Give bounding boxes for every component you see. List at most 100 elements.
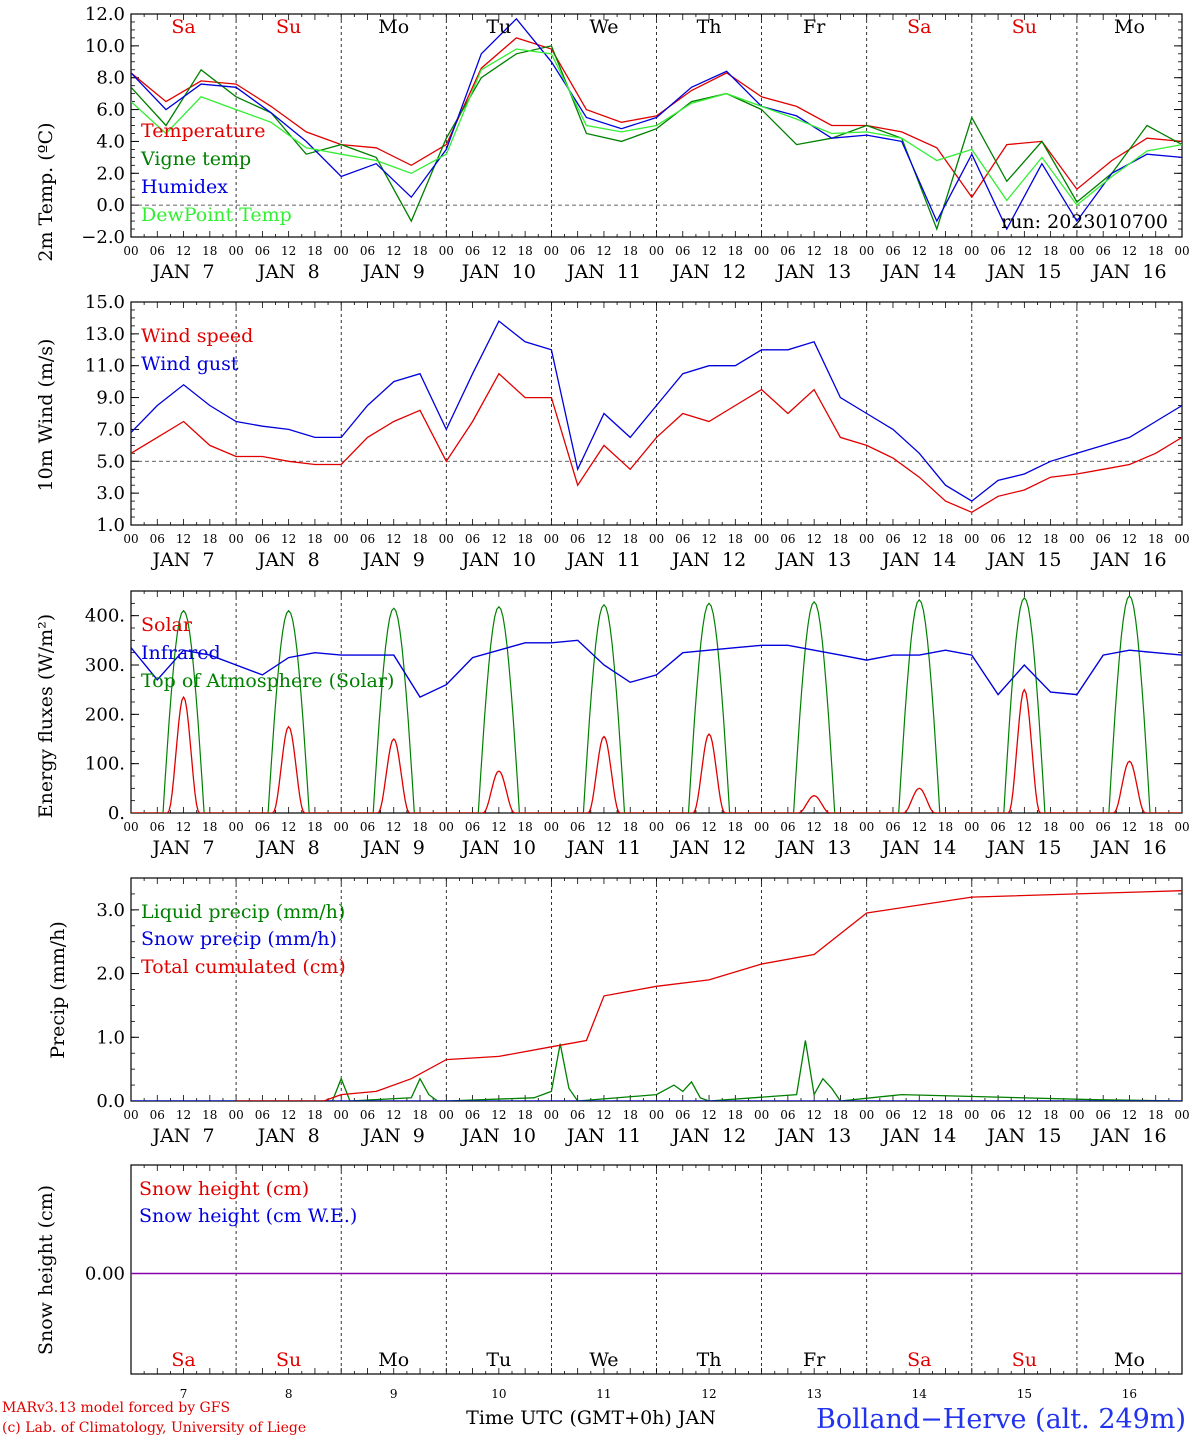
day-label: JAN 13 [775,549,851,571]
y-tick-label: 11.0 [85,356,125,377]
hour-tick-label: 18 [728,532,743,546]
series-dewpoint-temp-line [131,48,1182,207]
legend-total-cumulated-cm: Total cumulated (cm) [141,956,346,978]
day-label: JAN 13 [775,261,851,283]
y-tick-label: 0. [108,803,125,824]
hour-tick-label: 06 [780,820,795,834]
weekday-label-top: Mo [1114,16,1145,38]
hour-tick-label: 12 [807,820,822,834]
hour-tick-label: 00 [1174,244,1189,258]
hour-tick-label: 18 [1043,244,1058,258]
y-axis-label: Energy fluxes (W/m²) [35,614,57,818]
weekday-label-bottom: Sa [907,1349,931,1371]
weekday-label-top: Su [276,16,301,38]
hour-tick-label: 18 [833,532,848,546]
hour-tick-label: 18 [307,244,322,258]
y-tick-label: 300. [85,655,125,676]
hour-tick-label: 18 [728,820,743,834]
hour-tick-label: 00 [334,1108,349,1122]
hour-tick-label: 00 [1069,1108,1084,1122]
hour-tick-label: 06 [570,244,585,258]
hour-tick-label: 00 [649,244,664,258]
hour-tick-label: 12 [491,244,506,258]
hour-tick-label: 12 [1122,532,1137,546]
legend-snow-height-cm: Snow height (cm) [139,1178,309,1200]
day-label: JAN 9 [361,837,425,859]
hour-tick-label: 06 [780,532,795,546]
day-label: JAN 7 [150,549,214,571]
hour-tick-label: 12 [701,532,716,546]
hour-tick-label: 00 [1174,820,1189,834]
hour-tick-label: 00 [439,244,454,258]
series-infrared-line [131,639,1182,698]
hour-tick-label: 12 [386,820,401,834]
y-tick-label: 0.00 [85,1264,125,1285]
hour-tick-label: 12 [701,1108,716,1122]
hour-tick-label: 12 [701,244,716,258]
series-wind-speed-line [131,372,1182,514]
hour-tick-label: 00 [964,532,979,546]
hour-tick-label: 06 [150,532,165,546]
legend-solar: Solar [141,614,193,636]
hour-tick-label: 18 [833,1108,848,1122]
hour-tick-label: 00 [334,244,349,258]
hour-tick-label: 06 [150,244,165,258]
day-label: JAN 15 [985,1125,1061,1147]
series-liquid-precip-mm-h-line [131,1040,1182,1101]
day-label: JAN 8 [256,1125,320,1147]
hour-tick-label: 00 [859,820,874,834]
day-label: JAN 9 [361,261,425,283]
hour-tick-label: 00 [439,820,454,834]
y-tick-label: 2.0 [96,163,125,184]
day-label: JAN 11 [565,261,641,283]
series-total-cumulated-cm-line [236,890,1182,1101]
legend-dewpoint-temp: DewPoint Temp [141,204,292,226]
day-label: JAN 10 [460,837,536,859]
hour-tick-label: 12 [176,820,191,834]
legend-snow-precip-mm-h: Snow precip (mm/h) [141,928,337,950]
hour-tick-label: 18 [1043,532,1058,546]
hour-tick-label: 06 [255,1108,270,1122]
day-label: JAN 7 [150,261,214,283]
hour-tick-label: 00 [859,244,874,258]
hour-tick-label: 12 [1017,532,1032,546]
hour-tick-label: 06 [990,820,1005,834]
y-axis-label: Snow height (cm) [35,1185,57,1355]
hour-tick-label: 18 [307,820,322,834]
plot-area [131,890,1182,1101]
hour-tick-label: 12 [1017,1108,1032,1122]
day-label: JAN 15 [985,837,1061,859]
day-number-label: 10 [491,1387,506,1401]
weekday-label-bottom: Su [276,1349,301,1371]
plot-area [131,17,1182,231]
y-tick-label: 1.0 [96,1027,125,1048]
hour-tick-label: 06 [885,244,900,258]
hour-tick-label: 06 [360,820,375,834]
weekday-label-top: Th [697,16,722,38]
day-label: JAN 8 [256,837,320,859]
hour-tick-label: 06 [150,820,165,834]
hour-tick-label: 00 [754,532,769,546]
y-tick-label: 15.0 [85,292,125,313]
hour-tick-label: 18 [1148,244,1163,258]
weekday-label-bottom: Su [1012,1349,1037,1371]
hour-tick-label: 00 [1069,820,1084,834]
hour-tick-label: 00 [439,532,454,546]
day-number-label: 13 [807,1387,822,1401]
hour-tick-label: 06 [360,1108,375,1122]
weekday-label-bottom: Fr [803,1349,826,1371]
hour-tick-label: 06 [990,244,1005,258]
legend-infrared: Infrared [141,642,221,664]
hour-tick-label: 12 [491,820,506,834]
legend-wind-speed: Wind speed [141,325,253,347]
day-label: JAN 7 [150,837,214,859]
hour-tick-label: 18 [623,244,638,258]
hour-tick-label: 18 [1148,820,1163,834]
hour-tick-label: 18 [412,820,427,834]
legend-liquid-precip-mm-h: Liquid precip (mm/h) [141,901,345,923]
day-number-label: 7 [180,1387,188,1401]
y-tick-label: 0.0 [96,195,125,216]
hour-tick-label: 06 [780,1108,795,1122]
hour-tick-label: 18 [938,820,953,834]
